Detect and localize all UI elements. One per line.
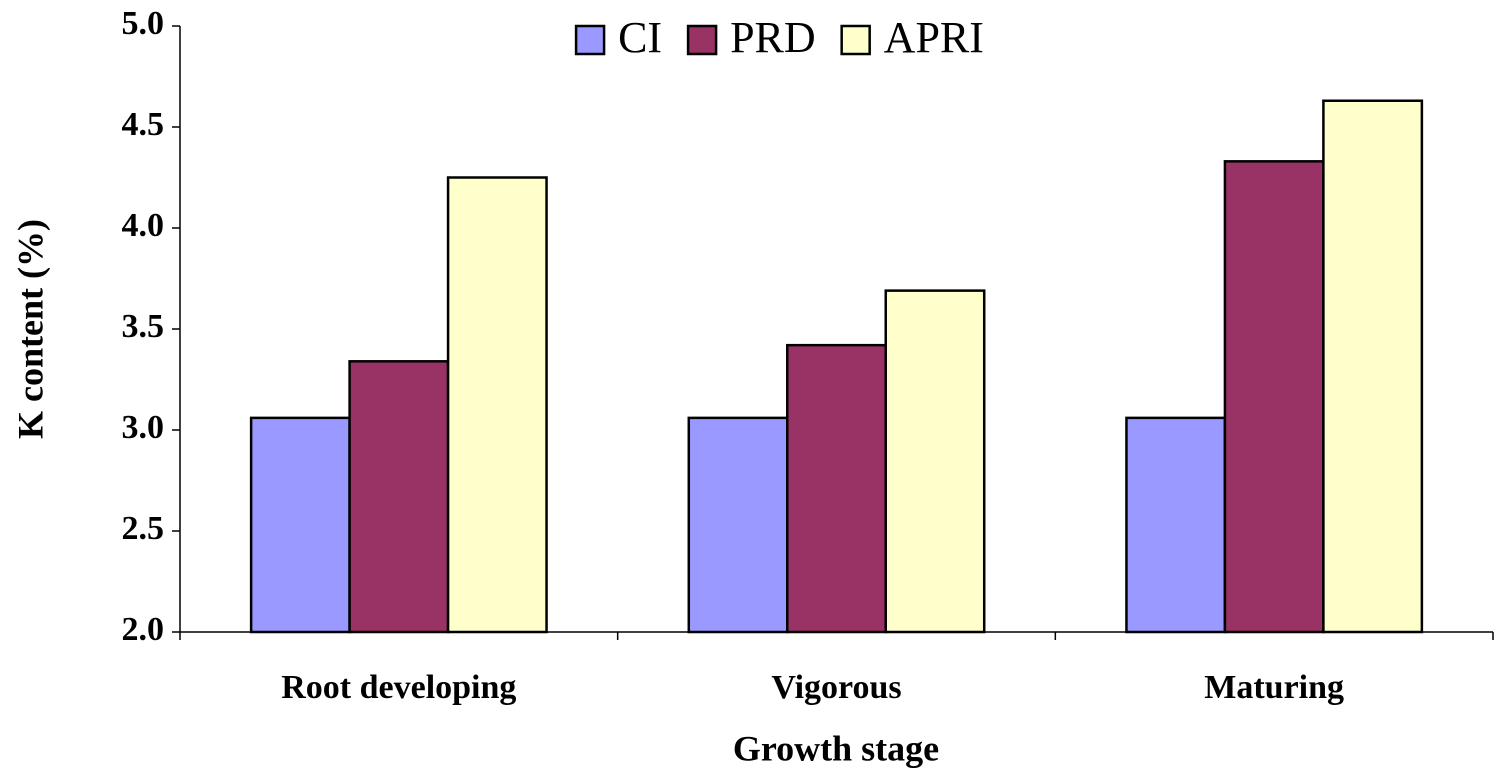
y-tick-label: 3.5 (122, 308, 165, 345)
bar (446, 176, 548, 634)
x-tick-label: Maturing (1204, 669, 1344, 706)
y-tick-label: 3.0 (122, 409, 165, 446)
y-tick-label: 2.5 (122, 510, 165, 547)
legend-swatch (840, 24, 871, 56)
bar (1322, 99, 1424, 634)
bar (884, 289, 986, 634)
legend-label: CI (618, 13, 662, 62)
x-tick-label: Root developing (281, 669, 516, 706)
bar (786, 343, 887, 634)
legend-label: APRI (884, 13, 984, 62)
bar (1125, 416, 1227, 634)
x-tick-label: Vigorous (771, 669, 901, 706)
legend-swatch (686, 24, 718, 56)
x-axis-title: Growth stage (733, 728, 939, 768)
legend-swatch (574, 24, 606, 56)
y-axis-title: K content (%) (10, 219, 50, 439)
bar (249, 416, 351, 634)
bar (348, 360, 450, 634)
legend-label: PRD (730, 13, 816, 62)
bar (687, 416, 789, 634)
y-tick-label: 5.0 (122, 5, 165, 42)
y-tick-label: 4.5 (122, 106, 165, 143)
bar (1223, 160, 1325, 634)
y-tick-label: 4.0 (122, 207, 165, 244)
y-tick-label: 2.0 (122, 611, 165, 648)
